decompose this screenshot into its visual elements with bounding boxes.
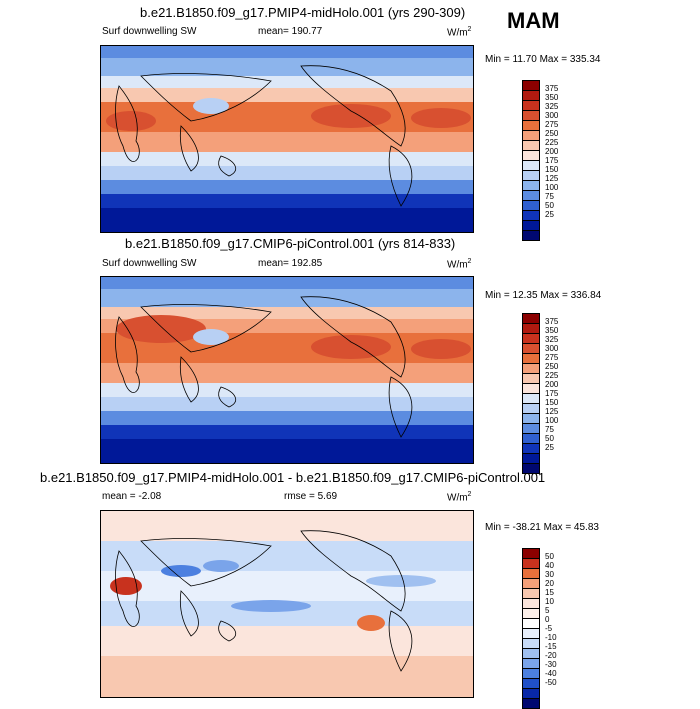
colorbar-tick: -10 [545,633,557,642]
colorbar-tick: 50 [545,552,554,561]
colorbar-tick: 100 [545,416,559,425]
panel1-minmax: Min = 11.70 Max = 335.34 [485,54,601,65]
colorbar-tick: 75 [545,425,554,434]
colorbar-tick: 25 [545,210,554,219]
colorbar-tick: -40 [545,669,557,678]
colorbar-tick: 375 [545,84,559,93]
colorbar-tick: 150 [545,398,559,407]
colorbar-tick: 275 [545,120,559,129]
panel2-mean-label: mean= 192.85 [258,258,323,269]
colorbar-tick: 175 [545,389,559,398]
colorbar-tick: 325 [545,335,559,344]
colorbar-tick: 325 [545,102,559,111]
colorbar-tick: 50 [545,434,554,443]
colorbar-tick: 125 [545,407,559,416]
panel3-units: W/m2 [447,491,472,504]
colorbar-tick: 5 [545,606,550,615]
colorbar-tick: 20 [545,579,554,588]
colorbar-tick: 250 [545,129,559,138]
colorbar-tick: -20 [545,651,557,660]
panel3-minmax: Min = -38.21 Max = 45.83 [485,522,599,533]
colorbar-tick: 150 [545,165,559,174]
panel3-title: b.e21.B1850.f09_g17.PMIP4-midHolo.001 - … [40,470,546,485]
colorbar-tick: -30 [545,660,557,669]
colorbar-tick: 175 [545,156,559,165]
panel1-variable-label: Surf downwelling SW [102,26,197,37]
colorbar-tick: 275 [545,353,559,362]
colorbar-tick: 125 [545,174,559,183]
panel1-map [100,45,474,233]
colorbar-tick: 250 [545,362,559,371]
panel1-units: W/m2 [447,26,472,39]
colorbar-tick: -50 [545,678,557,687]
panel2-units: W/m2 [447,258,472,271]
colorbar-tick: 15 [545,588,554,597]
panel3-colorbar [522,548,540,709]
panel1-mean-label: mean= 190.77 [258,26,323,37]
panel3-mean-label: mean = -2.08 [102,491,162,502]
panel1-title: b.e21.B1850.f09_g17.PMIP4-midHolo.001 (y… [140,5,466,20]
colorbar-tick: 40 [545,561,554,570]
colorbar-tick: 225 [545,138,559,147]
colorbar-tick: 30 [545,570,554,579]
panel2-colorbar [522,313,540,474]
panel2-map [100,276,474,464]
colorbar-tick: 350 [545,93,559,102]
colorbar-tick: 0 [545,615,550,624]
colorbar-tick: -15 [545,642,557,651]
panel3-map [100,510,474,698]
colorbar-tick: 350 [545,326,559,335]
colorbar-tick: 200 [545,380,559,389]
colorbar-tick: -5 [545,624,553,633]
colorbar-tick: 300 [545,344,559,353]
colorbar-tick: 25 [545,443,554,452]
colorbar-tick: 100 [545,183,559,192]
panel2-title: b.e21.B1850.f09_g17.CMIP6-piControl.001 … [125,236,456,251]
season-label: MAM [507,8,560,33]
panel2-minmax: Min = 12.35 Max = 336.84 [485,290,602,301]
colorbar-tick: 375 [545,317,559,326]
panel2-variable-label: Surf downwelling SW [102,258,197,269]
colorbar-tick: 50 [545,201,554,210]
panel1-colorbar [522,80,540,241]
colorbar-tick: 200 [545,147,559,156]
colorbar-tick: 300 [545,111,559,120]
panel3-rmse-label: rmse = 5.69 [284,491,338,502]
colorbar-tick: 75 [545,192,554,201]
colorbar-tick: 225 [545,371,559,380]
colorbar-tick: 10 [545,597,554,606]
